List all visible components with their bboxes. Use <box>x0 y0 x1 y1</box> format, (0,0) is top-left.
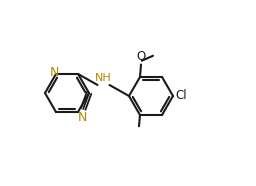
Text: O: O <box>136 50 146 63</box>
Text: N: N <box>50 66 59 79</box>
Text: NH: NH <box>95 73 112 83</box>
Text: N: N <box>78 111 87 124</box>
Text: Cl: Cl <box>175 89 187 102</box>
